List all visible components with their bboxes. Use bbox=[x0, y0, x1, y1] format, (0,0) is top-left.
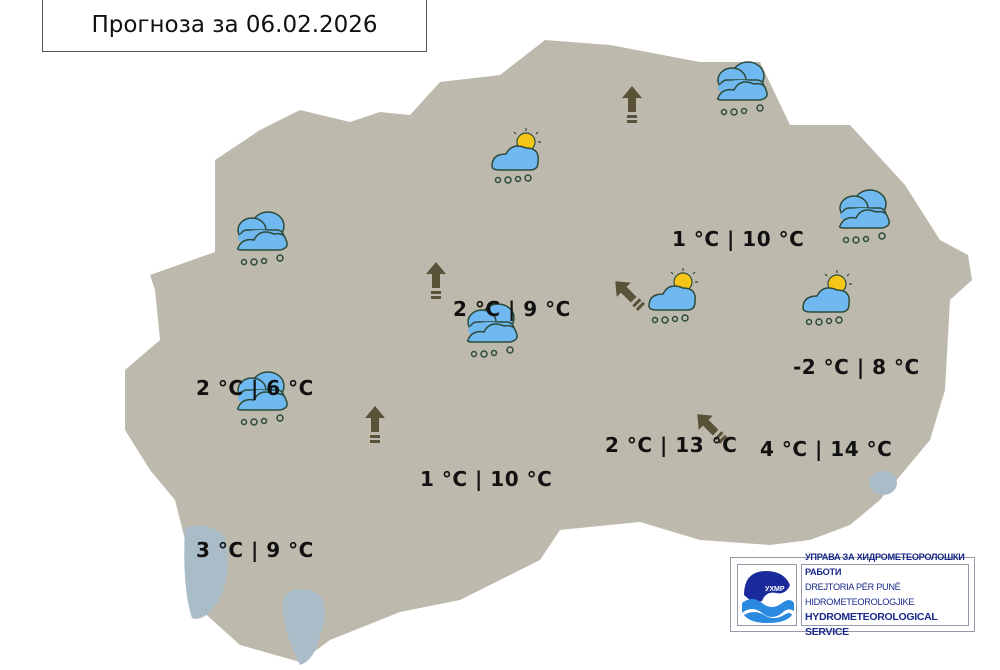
country-outline bbox=[125, 40, 972, 662]
svg-text:УХМР: УХМР bbox=[765, 586, 785, 593]
temp-northeast: 1 °C | 10 °C bbox=[672, 227, 805, 251]
forecast-date-title: Прогноза за 06.02.2026 bbox=[42, 0, 427, 52]
hydrometeorological-service-logo: УХМР УПРАВА ЗА ХИДРОМЕТЕОРОЛОШКИ РАБОТИ … bbox=[730, 552, 975, 638]
temp-southwest: 3 °C | 9 °C bbox=[196, 538, 314, 562]
temp-center: 1 °C | 10 °C bbox=[420, 467, 553, 491]
lake-ohrid bbox=[184, 525, 229, 619]
temp-southeast-2: 4 °C | 14 °C bbox=[760, 437, 893, 461]
lake-prespa bbox=[282, 589, 325, 665]
lake-dojran bbox=[869, 471, 897, 495]
temp-center-north: 2 °C | 9 °C bbox=[453, 297, 571, 321]
logo-emblem: УХМР bbox=[737, 564, 797, 626]
logo-text: УПРАВА ЗА ХИДРОМЕТЕОРОЛОШКИ РАБОТИ DREJT… bbox=[801, 552, 969, 638]
temp-west: 2 °C | 6 °C bbox=[196, 376, 314, 400]
temp-southeast-1: 2 °C | 13 °C bbox=[605, 433, 738, 457]
temp-east: -2 °C | 8 °C bbox=[793, 355, 920, 379]
